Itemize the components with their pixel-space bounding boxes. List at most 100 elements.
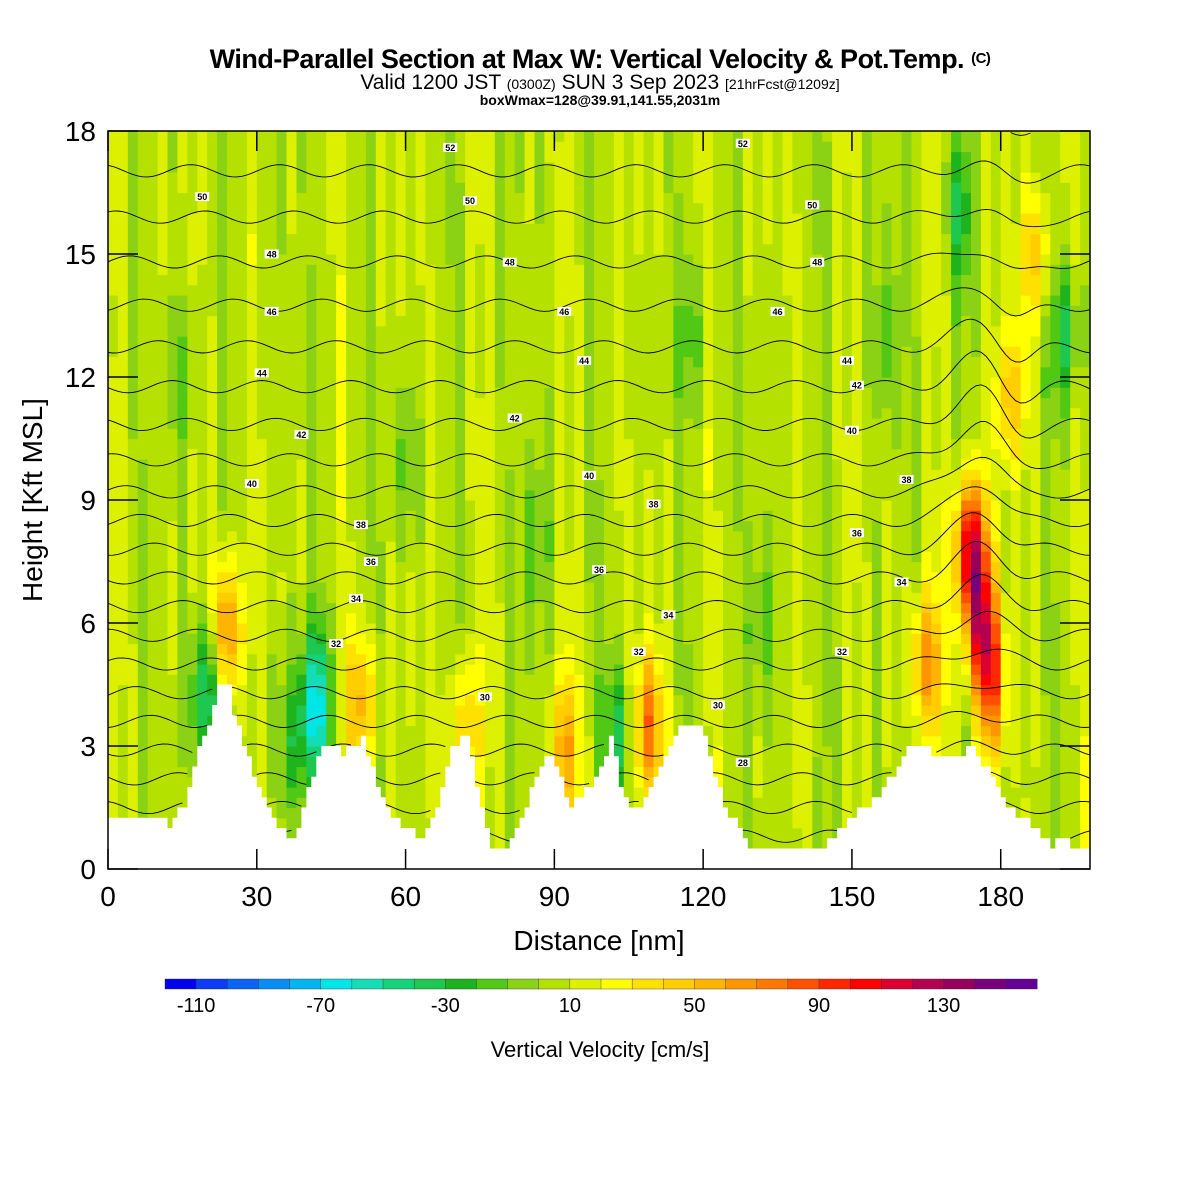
w-cell (197, 489, 208, 501)
w-cell (415, 418, 426, 429)
w-cell (663, 356, 674, 368)
w-cell (326, 243, 337, 255)
w-cell (445, 500, 456, 511)
w-cell (336, 602, 347, 614)
w-cell (356, 684, 367, 696)
w-cell (405, 479, 417, 491)
w-cell (435, 541, 446, 552)
w-cell (296, 151, 307, 163)
w-cell (236, 633, 248, 645)
w-cell (167, 356, 178, 368)
w-cell (425, 366, 436, 378)
w-cell (306, 541, 317, 552)
w-cell (623, 725, 635, 737)
w-cell (465, 592, 476, 604)
w-cell (782, 766, 793, 778)
w-cell (772, 797, 784, 809)
w-cell (494, 582, 506, 593)
w-cell (117, 571, 129, 583)
w-cell (762, 592, 774, 604)
w-cell (544, 735, 555, 747)
w-cell (137, 428, 149, 440)
w-cell (127, 541, 139, 552)
w-cell (633, 356, 645, 368)
w-cell (435, 694, 446, 706)
w-cell (425, 541, 436, 552)
w-cell (127, 438, 139, 450)
w-cell (425, 592, 436, 604)
w-cell (465, 407, 476, 419)
w-cell (594, 233, 605, 245)
w-cell (465, 541, 476, 552)
w-cell (584, 151, 595, 163)
w-cell (425, 561, 436, 573)
w-cell (683, 592, 694, 604)
w-cell (564, 787, 575, 798)
w-cell (395, 377, 407, 388)
w-cell (554, 612, 565, 624)
w-cell (524, 735, 536, 747)
w-cell (653, 295, 665, 306)
w-cell (504, 325, 516, 337)
w-cell (653, 377, 665, 388)
w-cell (227, 407, 238, 419)
w-cell (246, 623, 258, 634)
w-cell (197, 602, 208, 614)
w-cell (385, 674, 397, 686)
w-cell (484, 735, 496, 747)
w-cell (445, 510, 456, 522)
w-cell (127, 223, 139, 235)
w-cell (742, 356, 754, 368)
w-cell (534, 602, 545, 614)
w-cell (127, 377, 139, 388)
w-cell (137, 705, 149, 716)
w-cell (762, 694, 774, 706)
w-cell (127, 202, 139, 214)
w-cell (167, 131, 178, 142)
w-cell (782, 602, 793, 614)
w-cell (604, 387, 615, 399)
w-cell (405, 264, 417, 276)
w-cell (306, 561, 317, 573)
w-cell (564, 530, 575, 542)
w-cell (504, 274, 516, 286)
w-cell (475, 653, 486, 665)
w-cell (514, 213, 526, 224)
w-cell (167, 233, 178, 245)
w-cell (445, 161, 456, 173)
w-cell (286, 571, 297, 583)
w-cell (117, 192, 129, 204)
w-cell (643, 377, 655, 388)
w-cell (772, 469, 784, 481)
w-cell (782, 489, 793, 501)
w-cell (246, 305, 258, 317)
w-cell (375, 243, 387, 255)
w-cell (385, 325, 397, 337)
w-cell (475, 469, 486, 481)
w-cell (633, 653, 645, 665)
w-cell (177, 233, 188, 245)
w-cell (127, 346, 139, 358)
w-cell (494, 295, 506, 306)
w-cell (742, 776, 754, 788)
w-cell (326, 274, 337, 286)
w-cell (276, 746, 288, 757)
w-cell (405, 817, 417, 829)
w-cell (762, 664, 774, 675)
w-cell (594, 325, 605, 337)
w-cell (564, 366, 575, 378)
w-cell (246, 746, 258, 757)
w-cell (167, 213, 178, 224)
w-cell (316, 151, 327, 163)
w-cell (167, 735, 178, 747)
w-cell (296, 612, 307, 624)
w-cell (187, 428, 198, 440)
w-cell (584, 172, 595, 183)
w-cell (772, 602, 784, 614)
w-cell (604, 582, 615, 593)
w-cell (167, 787, 178, 798)
w-cell (683, 243, 694, 255)
w-cell (385, 746, 397, 757)
w-cell (633, 254, 645, 265)
w-cell (266, 448, 278, 460)
